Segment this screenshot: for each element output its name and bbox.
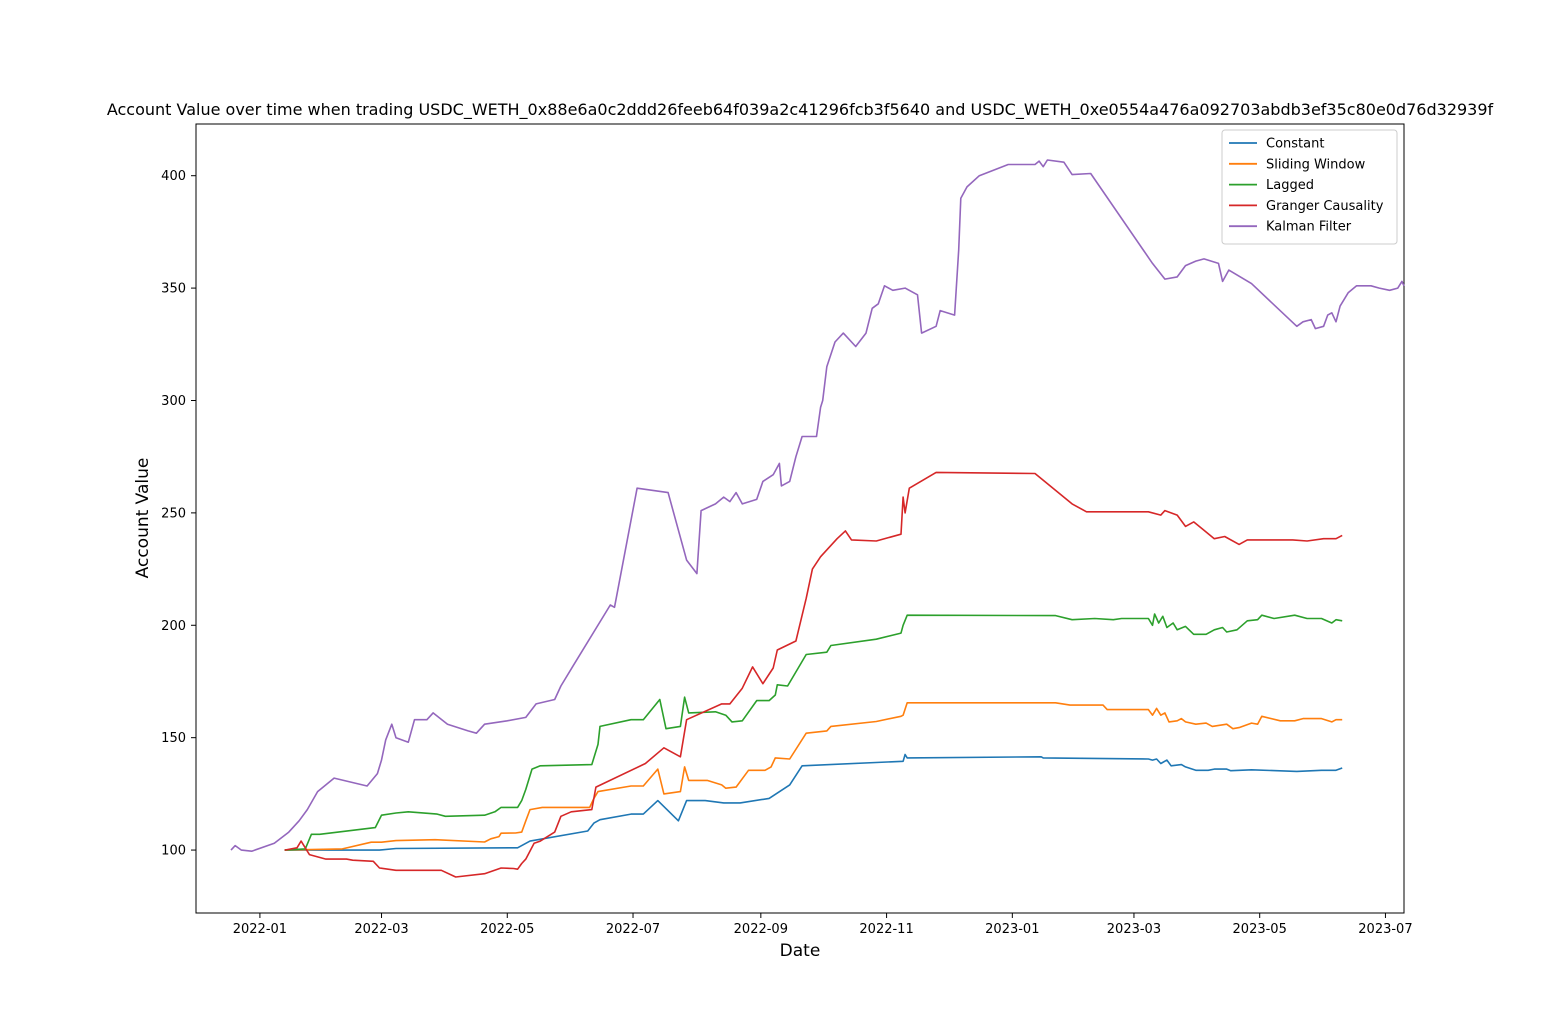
y-tick-label: 300 xyxy=(161,394,186,409)
series-line-constant xyxy=(284,753,1343,851)
y-tick-label: 400 xyxy=(161,169,186,184)
series-layer xyxy=(230,159,1405,878)
x-tick-label: 2022-09 xyxy=(734,922,788,937)
series-line-lagged xyxy=(284,613,1343,851)
x-tick-label: 2022-01 xyxy=(233,922,287,937)
legend-entry: Constant xyxy=(1266,137,1324,152)
chart-title: Account Value over time when trading USD… xyxy=(107,100,1494,120)
legend-entry: Kalman Filter xyxy=(1266,220,1352,235)
x-axis: 2022-01 2022-03 2022-05 2022-07 2022-09 2022-… xyxy=(233,913,1413,937)
legend: Constant Sliding Window Lagged Granger Caus… xyxy=(1221,129,1398,245)
y-tick-label: 200 xyxy=(161,619,186,634)
x-axis-label: Date xyxy=(780,941,821,961)
x-tick-label: 2022-05 xyxy=(480,922,534,937)
x-tick-label: 2022-07 xyxy=(606,922,660,937)
x-tick-label: 2023-01 xyxy=(985,922,1039,937)
x-tick-label: 2023-05 xyxy=(1233,922,1287,937)
x-tick-label: 2023-07 xyxy=(1358,922,1412,937)
series-line-granger-causality xyxy=(284,471,1343,878)
legend-entry: Sliding Window xyxy=(1266,157,1366,172)
series-line-sliding-window xyxy=(284,702,1343,851)
y-axis: 100 150 200 250 300 350 400 xyxy=(161,169,196,859)
y-tick-label: 250 xyxy=(161,506,186,521)
legend-entry: Granger Causality xyxy=(1266,199,1384,214)
x-tick-label: 2022-11 xyxy=(859,922,913,937)
y-tick-label: 100 xyxy=(161,844,186,859)
x-tick-label: 2023-03 xyxy=(1107,922,1161,937)
x-tick-label: 2022-03 xyxy=(354,922,408,937)
plot-area xyxy=(195,123,1405,914)
legend-box xyxy=(1221,129,1398,245)
legend-entry: Lagged xyxy=(1266,178,1314,193)
y-tick-label: 350 xyxy=(161,282,186,297)
y-tick-label: 150 xyxy=(161,731,186,746)
y-axis-label: Account Value xyxy=(133,458,153,579)
series-line-kalman-filter xyxy=(230,159,1405,852)
